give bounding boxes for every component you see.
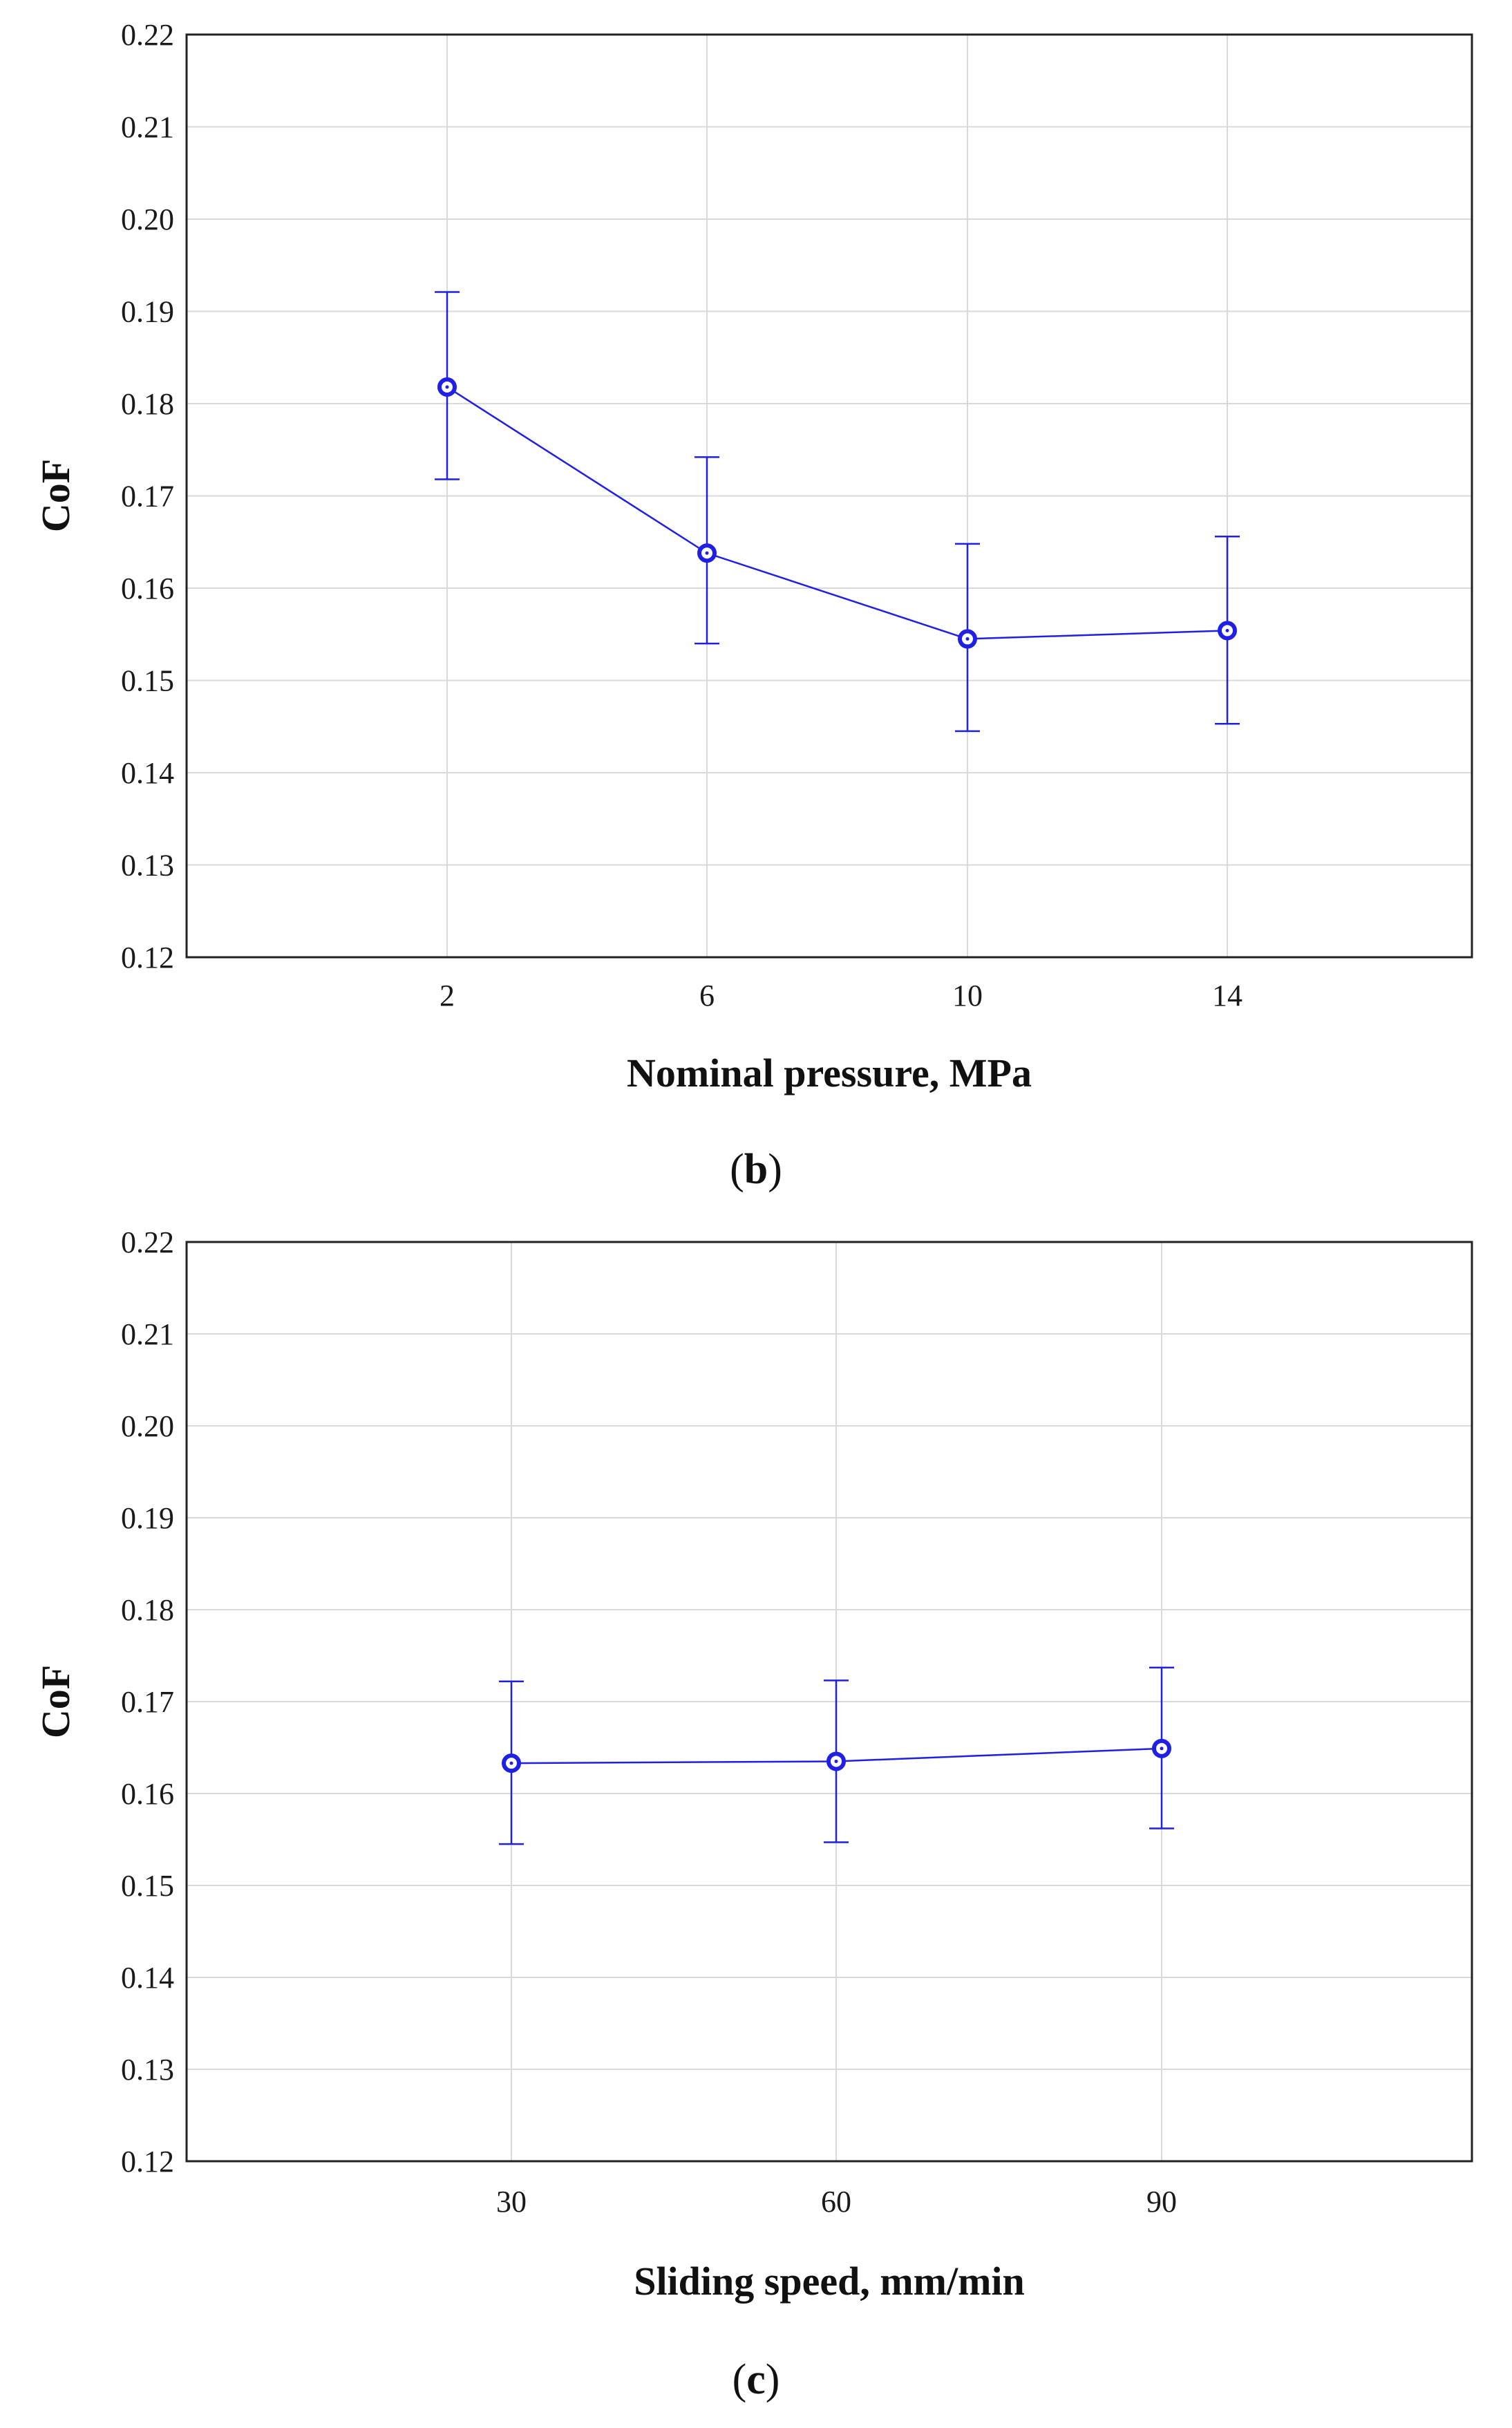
y-tick-label: 0.21 <box>121 111 174 144</box>
y-tick-label: 0.17 <box>121 1685 174 1719</box>
plot-frame-b <box>185 33 1473 959</box>
y-tick-label: 0.12 <box>121 2145 174 2178</box>
panel-caption-b: (b) <box>730 1146 782 1193</box>
y-tick-label: 0.19 <box>121 1501 174 1535</box>
y-tick-label: 0.20 <box>121 1409 174 1443</box>
series-line <box>446 386 1228 640</box>
y-tick-label: 0.12 <box>121 941 174 975</box>
y-tick-label: 0.19 <box>121 295 174 329</box>
gridlines-b <box>187 34 1472 958</box>
x-tick-label: 90 <box>1146 2185 1177 2219</box>
data-point-center <box>1225 628 1229 632</box>
panel-id-c: c <box>746 2356 766 2403</box>
x-tick-label: 60 <box>821 2185 851 2219</box>
x-tick-labels-c: 30 60 90 <box>496 2185 1177 2219</box>
data-point <box>697 543 717 563</box>
data-point-center <box>509 1761 513 1765</box>
data-point <box>826 1751 846 1771</box>
x-tick-labels-b: 2 6 10 14 <box>440 979 1242 1013</box>
y-tick-label: 0.16 <box>121 572 174 605</box>
chart-panel-c: 0.12 0.13 0.14 0.15 0.16 0.17 0.18 0.19 0.20 0.21… <box>33 1225 1473 2403</box>
y-axis-title-b: CoF <box>33 459 78 532</box>
plot-frame-c <box>185 1241 1473 2163</box>
y-tick-label: 0.14 <box>121 756 174 790</box>
y-tick-labels-c: 0.12 0.13 0.14 0.15 0.16 0.17 0.18 0.19 0.20 0.21… <box>121 1225 174 2178</box>
panel-caption-c: (c) <box>733 2356 780 2403</box>
data-point <box>437 377 457 397</box>
y-tick-label: 0.18 <box>121 387 174 421</box>
y-tick-label: 0.15 <box>121 664 174 698</box>
y-tick-labels-b: 0.12 0.13 0.14 0.15 0.16 0.17 0.18 0.19 0.20 0.21… <box>121 18 174 975</box>
x-axis-title-c: Sliding speed, mm/min <box>634 2259 1025 2304</box>
series-c <box>499 1666 1174 1845</box>
y-tick-label: 0.13 <box>121 849 174 883</box>
panel-id-b: b <box>744 1146 768 1193</box>
data-point <box>502 1753 521 1773</box>
y-tick-label: 0.14 <box>121 1961 174 1995</box>
data-point <box>1152 1738 1171 1758</box>
series-b <box>435 291 1240 733</box>
y-axis-title-c: CoF <box>33 1665 78 1738</box>
data-point-center <box>705 551 709 555</box>
data-point-center <box>1160 1747 1164 1751</box>
y-tick-label: 0.18 <box>121 1593 174 1627</box>
data-point <box>958 629 977 649</box>
x-tick-label: 2 <box>440 979 455 1013</box>
y-tick-label: 0.15 <box>121 1869 174 1903</box>
y-tick-label: 0.16 <box>121 1777 174 1811</box>
data-point-center <box>445 385 449 389</box>
y-tick-label: 0.22 <box>121 1225 174 1259</box>
x-tick-label: 30 <box>496 2185 527 2219</box>
y-tick-label: 0.13 <box>121 2053 174 2087</box>
data-point-center <box>834 1759 838 1763</box>
y-tick-label: 0.20 <box>121 203 174 236</box>
chart-panel-b: 0.12 0.13 0.14 0.15 0.16 0.17 0.18 0.19 0.20 0.21… <box>33 18 1473 1193</box>
gridlines-c <box>187 1241 1472 2162</box>
x-tick-label: 14 <box>1212 979 1242 1013</box>
data-point-center <box>965 637 970 641</box>
y-tick-label: 0.22 <box>121 18 174 52</box>
x-axis-title-b: Nominal pressure, MPa <box>627 1051 1032 1095</box>
y-tick-label: 0.17 <box>121 480 174 514</box>
x-tick-label: 6 <box>699 979 715 1013</box>
y-tick-label: 0.21 <box>121 1317 174 1351</box>
x-tick-label: 10 <box>952 979 983 1013</box>
data-point <box>1218 621 1237 641</box>
